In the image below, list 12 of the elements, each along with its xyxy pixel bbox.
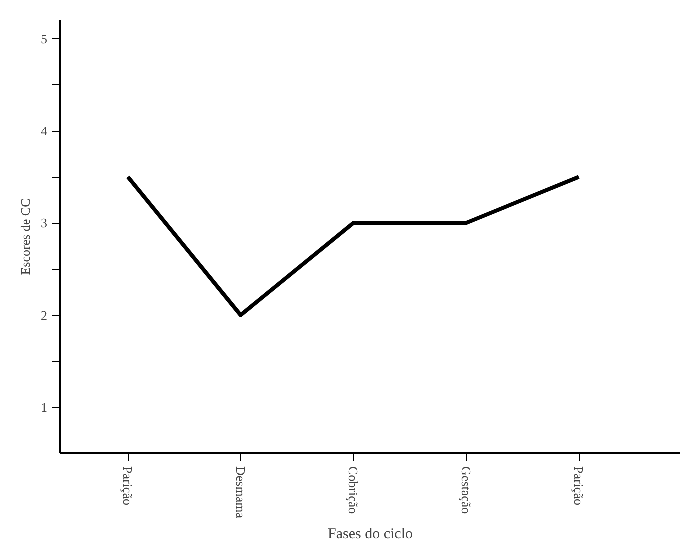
y-tick-label: 1 [41,400,48,415]
x-tick-label: Parição [120,466,136,506]
x-tick-label: Gestação [458,466,474,514]
y-tick-label: 3 [41,216,48,231]
y-tick-label: 2 [41,308,48,323]
y-axis-title: Escores de CC [18,198,33,276]
x-tick-label: Cobrição [346,466,362,514]
y-tick-label: 4 [41,124,48,139]
y-tick-label: 5 [41,31,48,46]
x-tick-label: Desmama [233,466,248,519]
x-tick-label: Parição [572,466,587,506]
x-axis-title: Fases do ciclo [328,526,413,542]
